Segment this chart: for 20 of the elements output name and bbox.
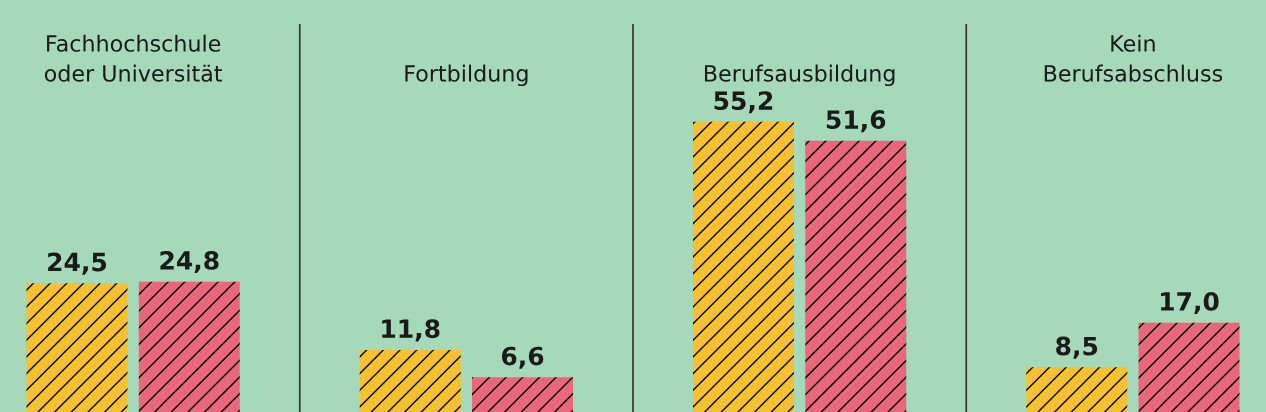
bar: [138, 281, 240, 412]
data-label: 11,8: [382, 319, 440, 342]
data-label: 6,6: [501, 346, 544, 369]
bar: [472, 377, 574, 412]
bar: [805, 140, 907, 412]
data-label: 24,5: [48, 252, 107, 275]
data-label: 51,6: [826, 110, 886, 133]
x-tick-label: Kein Berufsabschluss: [1044, 34, 1223, 82]
bar: [692, 121, 794, 412]
x-tick-label: Fortbildung: [405, 64, 528, 87]
bar: [359, 349, 461, 412]
bar: [1138, 322, 1240, 412]
bar: [26, 283, 128, 412]
data-label: 24,8: [160, 250, 219, 274]
bar: [1026, 367, 1128, 412]
data-label: 55,2: [714, 91, 773, 114]
x-tick-label: Fachhochschule oder Universität: [44, 34, 223, 82]
data-label: 8,5: [1056, 336, 1098, 359]
data-label: 17,0: [1161, 291, 1219, 315]
x-tick-label: Berufsausbildung: [704, 64, 895, 87]
